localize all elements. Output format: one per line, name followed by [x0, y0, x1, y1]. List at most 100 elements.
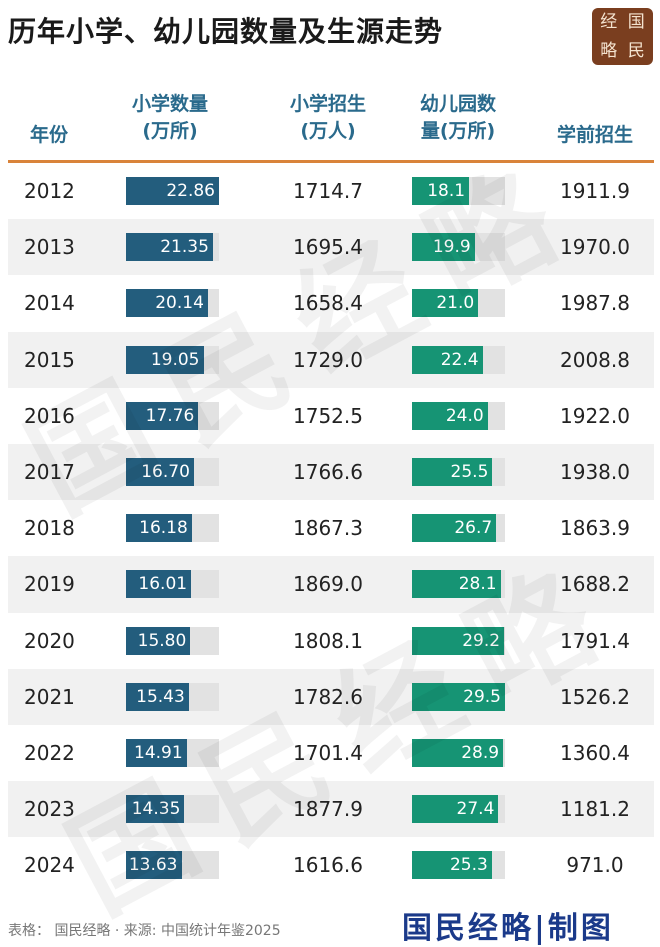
preschool-enroll-cell: 1688.2: [560, 572, 630, 597]
year-cell: 2014: [24, 291, 75, 316]
header-primary-schools-line2: (万所): [142, 120, 198, 142]
preschool-enroll-cell: 1970.0: [560, 235, 630, 260]
primary-enroll-cell: 1658.4: [293, 291, 363, 316]
primary-schools-track: 13.63: [126, 851, 219, 880]
table-row: 2019 16.01 1869.0 28.1 1688.2: [0, 556, 660, 613]
kindergartens-bar: 28.1: [412, 570, 501, 599]
kindergartens-track: 24.0: [412, 401, 505, 430]
year-cell: 2023: [24, 797, 75, 822]
header-primary-enroll-line1: 小学招生: [289, 93, 366, 115]
primary-schools-track: 14.35: [126, 795, 219, 824]
primary-schools-track: 19.05: [126, 345, 219, 374]
kindergartens-value: 19.9: [432, 237, 471, 258]
header-kindergartens-line2: 量(万所): [420, 120, 496, 142]
primary-schools-track: 17.76: [126, 401, 219, 430]
primary-schools-track: 22.86: [126, 177, 219, 205]
table-row: 2012 22.86 1714.7 18.1 1911.9: [0, 163, 660, 219]
preschool-enroll-cell: 1181.2: [560, 797, 630, 822]
primary-enroll-cell: 1701.4: [293, 740, 363, 765]
kindergartens-track: 28.9: [412, 738, 505, 767]
table-row: 2023 14.35 1877.9 27.4 1181.2: [0, 781, 660, 838]
preschool-enroll-cell: 2008.8: [560, 347, 630, 372]
primary-enroll-cell: 1752.5: [293, 403, 363, 428]
primary-enroll-cell: 1695.4: [293, 235, 363, 260]
primary-schools-value: 20.14: [155, 293, 204, 314]
year-cell: 2016: [24, 403, 75, 428]
primary-schools-value: 15.43: [136, 686, 185, 707]
kindergartens-track: 27.4: [412, 795, 505, 824]
kindergartens-bar: 21.0: [412, 289, 479, 318]
kindergartens-bar: 18.1: [412, 177, 470, 205]
preschool-enroll-cell: 1938.0: [560, 459, 630, 484]
year-cell: 2013: [24, 235, 75, 260]
preschool-enroll-cell: 1911.9: [560, 179, 630, 203]
kindergartens-track: 21.0: [412, 289, 505, 318]
primary-schools-track: 15.80: [126, 626, 219, 655]
table-row: 2024 13.63 1616.6 25.3 971.0: [0, 837, 660, 893]
primary-schools-value: 14.35: [131, 799, 181, 820]
table-row: 2020 15.80 1808.1 29.2 1791.4: [0, 613, 660, 669]
header-year-label: 年份: [29, 124, 68, 146]
primary-schools-value: 21.35: [160, 237, 209, 258]
primary-schools-bar: 21.35: [126, 233, 213, 262]
kindergartens-value: 24.0: [445, 405, 484, 426]
preschool-enroll-cell: 1360.4: [560, 740, 630, 765]
kindergartens-value: 28.1: [458, 574, 497, 595]
primary-schools-track: 16.18: [126, 514, 219, 543]
logo-char: 经: [600, 12, 618, 32]
table-body: 2012 22.86 1714.7 18.1 1911.9 2013 21.35 1695.4…: [0, 163, 660, 893]
primary-enroll-cell: 1616.6: [293, 853, 363, 878]
kindergartens-track: 22.4: [412, 345, 505, 374]
page-title: 历年小学、幼儿园数量及生源走势: [8, 15, 444, 48]
table-row: 2021 15.43 1782.6 29.5 1526.2: [0, 668, 660, 726]
kindergartens-value: 21.0: [436, 293, 475, 314]
primary-schools-track: 15.43: [126, 682, 219, 711]
kindergartens-bar: 29.2: [412, 626, 505, 655]
primary-enroll-cell: 1877.9: [293, 797, 363, 822]
primary-schools-bar: 20.14: [126, 289, 208, 318]
preschool-enroll-cell: 971.0: [566, 853, 624, 878]
table-row: 2017 16.70 1766.6 25.5 1938.0: [0, 443, 660, 501]
kindergartens-value: 28.9: [461, 742, 500, 763]
header-primary-schools: 小学数量 (万所): [110, 91, 230, 145]
year-cell: 2018: [24, 516, 75, 541]
year-cell: 2024: [24, 853, 75, 878]
primary-schools-bar: 22.86: [126, 177, 219, 205]
primary-schools-track: 20.14: [126, 289, 219, 318]
kindergartens-value: 29.5: [463, 686, 501, 707]
header-primary-schools-line1: 小学数量: [131, 93, 208, 115]
kindergartens-bar: 22.4: [412, 345, 483, 374]
table-row: 2022 14.91 1701.4 28.9 1360.4: [0, 725, 660, 781]
kindergartens-track: 29.2: [412, 626, 505, 655]
table-row: 2013 21.35 1695.4 19.9 1970.0: [0, 219, 660, 276]
header-preschool-label: 学前招生: [556, 124, 633, 146]
primary-schools-bar: 15.80: [126, 626, 191, 655]
kindergartens-bar: 25.5: [412, 457, 493, 486]
primary-schools-bar: 15.43: [126, 682, 189, 711]
kindergartens-value: 22.4: [440, 349, 479, 370]
table-row: 2015 19.05 1729.0 22.4 2008.8: [0, 331, 660, 388]
kindergartens-bar: 19.9: [412, 233, 475, 262]
preschool-enroll-cell: 1526.2: [560, 684, 630, 709]
kindergartens-value: 18.1: [427, 181, 466, 201]
preschool-enroll-cell: 1922.0: [560, 403, 630, 428]
header-kindergartens: 幼儿园数 量(万所): [398, 91, 518, 145]
table-row: 2016 17.76 1752.5 24.0 1922.0: [0, 388, 660, 444]
primary-schools-bar: 16.70: [126, 457, 194, 486]
logo-char: 国: [627, 12, 645, 32]
year-cell: 2022: [24, 740, 75, 765]
primary-schools-value: 19.05: [150, 349, 200, 370]
brand-credit: 国民经略|制图: [402, 911, 614, 946]
kindergartens-track: 19.9: [412, 233, 505, 262]
header-primary-enroll-line2: (万人): [300, 120, 356, 142]
primary-schools-track: 14.91: [126, 738, 219, 767]
primary-enroll-cell: 1714.7: [293, 179, 363, 203]
year-cell: 2019: [24, 572, 75, 597]
logo-char: 民: [627, 40, 645, 61]
kindergartens-track: 25.3: [412, 851, 505, 880]
table-row: 2014 20.14 1658.4 21.0 1987.8: [0, 275, 660, 331]
header-year: 年份: [14, 122, 84, 149]
year-cell: 2012: [24, 179, 75, 203]
kindergartens-value: 26.7: [454, 518, 493, 539]
primary-schools-bar: 19.05: [126, 345, 204, 374]
